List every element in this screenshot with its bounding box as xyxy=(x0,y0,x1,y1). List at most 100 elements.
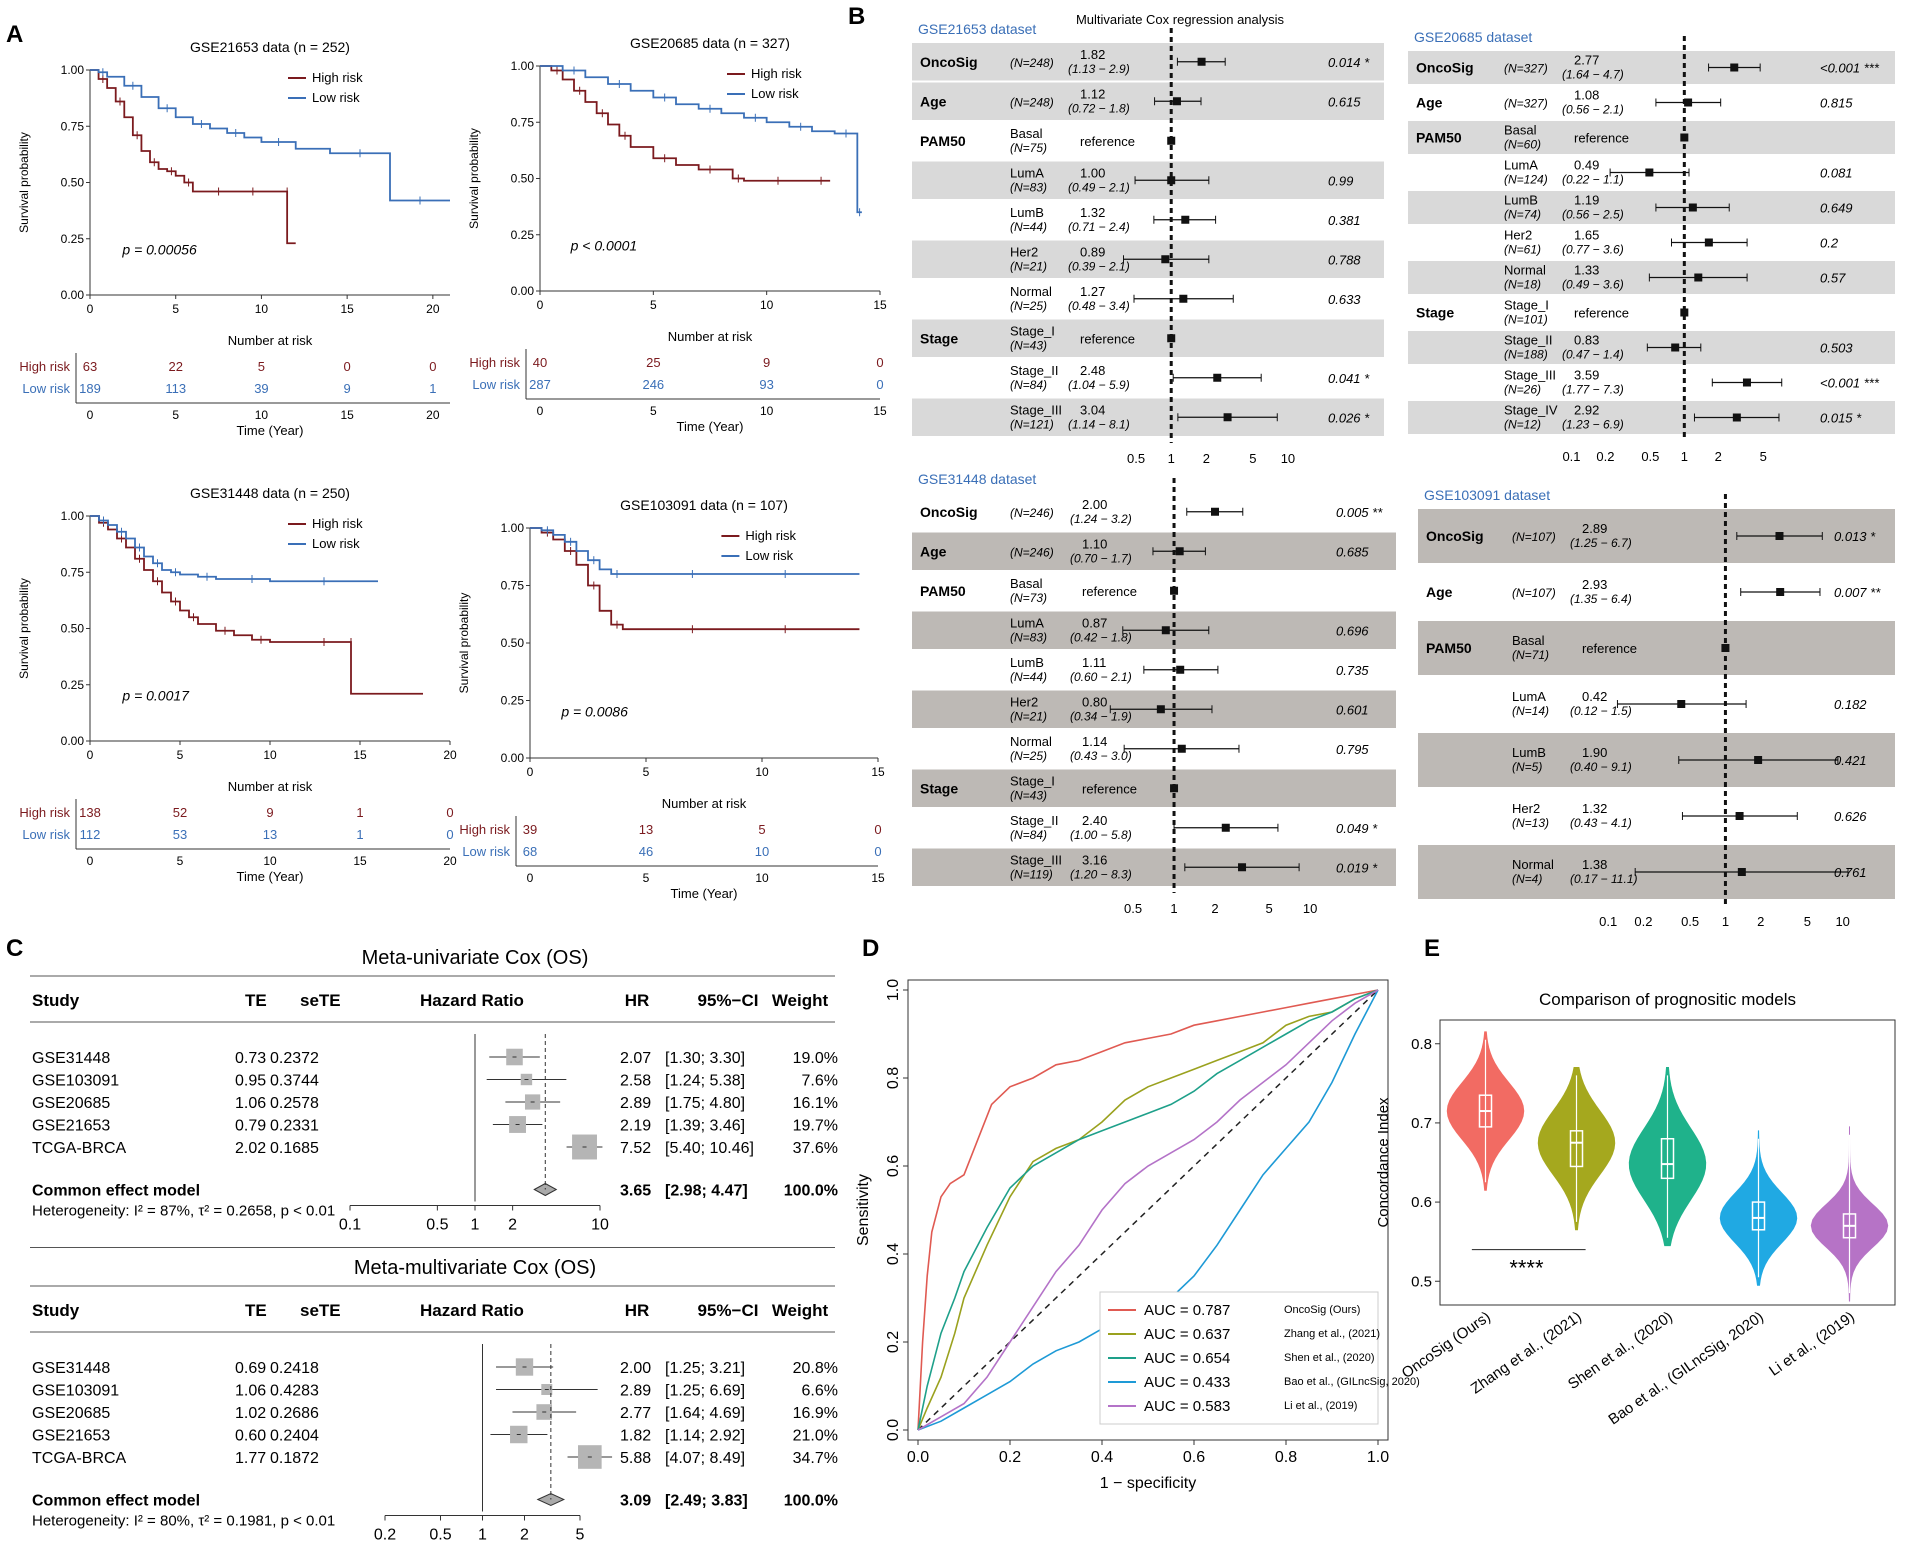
forest-x-tick: 0.5 xyxy=(1127,451,1145,466)
forest-level: Her2 xyxy=(1010,244,1038,259)
forest-ci: (1.23 − 6.9) xyxy=(1562,418,1624,432)
forest-point xyxy=(1730,63,1739,72)
forest-pvalue: 0.57 xyxy=(1820,271,1846,286)
risk-table-cell: 0 xyxy=(876,355,883,370)
roc-x-tick-label: 0.6 xyxy=(1183,1449,1205,1466)
meta-study: GSE31448 xyxy=(32,1360,110,1377)
forest-ci: (0.49 − 3.6) xyxy=(1562,278,1624,292)
forest-n: (N=18) xyxy=(1504,278,1541,292)
forest-n: (N=84) xyxy=(1010,378,1047,392)
forest-row-band xyxy=(1408,401,1895,434)
meta-summary-ci: [2.98; 4.47] xyxy=(665,1183,748,1200)
roc-legend-model: Li et al., (2019) xyxy=(1284,1400,1357,1412)
meta-weight: 6.6% xyxy=(802,1383,838,1400)
risk-table-cell: 52 xyxy=(173,805,187,820)
meta-hr: 2.58 xyxy=(620,1073,651,1090)
forest-hr: 0.80 xyxy=(1082,694,1107,709)
meta-summary-weight: 100.0% xyxy=(784,1183,838,1200)
km-y-tick-label: 1.00 xyxy=(511,59,535,73)
forest-reference: reference xyxy=(1082,781,1137,796)
forest-variable: PAM50 xyxy=(1416,130,1462,146)
risk-table-cell: 1 xyxy=(429,381,436,396)
roc-legend-auc: AUC = 0.583 xyxy=(1144,1398,1230,1415)
forest-pvalue: 0.026 * xyxy=(1328,410,1370,425)
roc-legend-box xyxy=(1099,1291,1379,1425)
forest-level: Her2 xyxy=(1504,228,1532,243)
forest-point xyxy=(1742,378,1751,387)
meta-weight: 34.7% xyxy=(793,1450,838,1467)
km-pvalue: p = 0.0017 xyxy=(121,688,190,704)
forest-pvalue: 0.788 xyxy=(1328,252,1361,267)
meta-header: 95%−CI xyxy=(698,1301,759,1320)
roc-legend-model: Bao et al., (GILncSig, 2020) xyxy=(1284,1376,1420,1388)
meta-title: Meta-multivariate Cox (OS) xyxy=(354,1257,596,1279)
forest-variable: PAM50 xyxy=(920,583,966,599)
forest-row-band xyxy=(1408,51,1895,84)
km-y-tick-label: 0.00 xyxy=(61,734,85,748)
roc-y-label: Sensitivity xyxy=(855,1174,872,1246)
forest-pvalue: 0.019 * xyxy=(1336,860,1378,875)
risk-table-cell: 13 xyxy=(639,822,653,837)
km-title: GSE20685 data (n = 327) xyxy=(630,35,790,51)
forest-n: (N=5) xyxy=(1512,760,1542,774)
km-curve-low xyxy=(90,69,450,202)
forest-hr: 0.49 xyxy=(1574,158,1599,173)
forest-point xyxy=(1161,255,1170,264)
risk-table-cell: 63 xyxy=(83,359,97,374)
forest-point xyxy=(1221,823,1230,832)
forest-pvalue: <0.001 *** xyxy=(1820,376,1880,391)
forest-pvalue: 0.696 xyxy=(1336,623,1369,638)
forest-n: (N=26) xyxy=(1504,383,1541,397)
km-y-tick-label: 0.75 xyxy=(61,119,85,133)
forest-level: Normal xyxy=(1010,284,1052,299)
km-x-label: Time (Year) xyxy=(671,886,738,901)
meta-summary-hr: 3.09 xyxy=(620,1493,651,1510)
forest-n: (N=21) xyxy=(1010,259,1047,273)
roc-x-tick-label: 0.0 xyxy=(907,1449,929,1466)
forest-hr: 0.89 xyxy=(1080,244,1105,259)
risk-table-x-tick: 15 xyxy=(353,854,367,868)
km-plot-gse20685: GSE20685 data (n = 327) 0.00 0.25 0.50 0.75 1… xyxy=(467,35,887,434)
forest-n: (N=84) xyxy=(1010,828,1047,842)
forest-hr: 0.42 xyxy=(1582,689,1607,704)
meta-x-tick-label: 2 xyxy=(520,1527,529,1542)
forest-ci: (0.47 − 1.4) xyxy=(1562,348,1624,362)
meta-header: Study xyxy=(32,1301,80,1320)
meta-header: Study xyxy=(32,991,80,1010)
risk-table-cell: 112 xyxy=(80,827,101,842)
meta-hr: 5.88 xyxy=(620,1450,651,1467)
risk-table-x-tick: 0 xyxy=(537,404,544,418)
km-y-tick-label: 0.25 xyxy=(511,228,535,242)
risk-table-cell: 5 xyxy=(758,822,765,837)
forest-level: Her2 xyxy=(1512,801,1540,816)
forest-n: (N=188) xyxy=(1504,348,1548,362)
risk-table-cell: 40 xyxy=(533,355,547,370)
km-curve-low xyxy=(530,527,860,575)
risk-table-cell: 189 xyxy=(79,381,101,396)
forest-point xyxy=(1776,588,1785,596)
forest-x-tick: 2 xyxy=(1757,914,1764,929)
meta-title: Meta-univariate Cox (OS) xyxy=(362,947,589,969)
forest-ci: (1.25 − 6.7) xyxy=(1570,536,1632,550)
forest-variable: Age xyxy=(920,93,947,109)
forest-point xyxy=(1680,308,1689,317)
meta-header: Hazard Ratio xyxy=(420,991,524,1010)
risk-table-x-tick: 0 xyxy=(527,871,534,885)
meta-summary-label: Common effect model xyxy=(32,1493,200,1510)
meta-ci: [4.07; 8.49] xyxy=(665,1450,745,1467)
forest-x-tick: 1 xyxy=(1681,449,1688,464)
km-legend-label: High risk xyxy=(312,70,363,85)
forest-row-band xyxy=(912,319,1384,357)
panel-label-c: C xyxy=(6,935,23,962)
km-y-tick-label: 0.25 xyxy=(61,232,85,246)
forest-hr: 1.14 xyxy=(1082,734,1107,749)
forest-variable: Age xyxy=(1426,584,1453,600)
forest-level: Stage_I xyxy=(1010,773,1055,788)
meta-hr: 2.77 xyxy=(620,1405,651,1422)
km-title: GSE31448 data (n = 250) xyxy=(190,485,350,501)
meta-summary-weight: 100.0% xyxy=(784,1493,838,1510)
km-pvalue: p < 0.0001 xyxy=(570,238,638,254)
roc-legend-auc: AUC = 0.637 xyxy=(1144,1326,1230,1343)
risk-table-cell: 0 xyxy=(874,822,881,837)
forest-n: (N=61) xyxy=(1504,243,1541,257)
